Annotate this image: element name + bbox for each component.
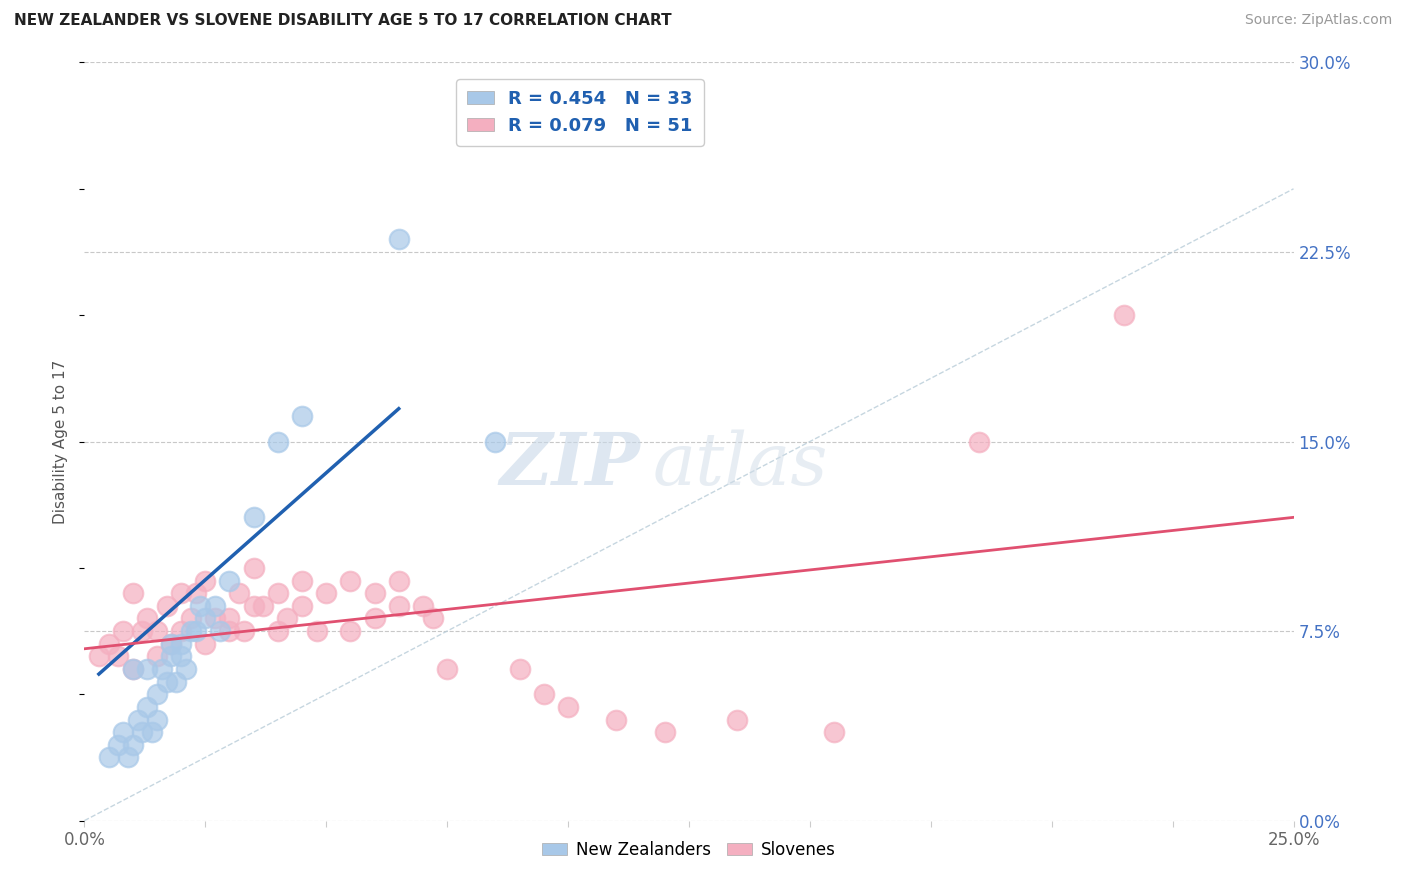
Point [218, 624, 240, 639]
Text: Source: ZipAtlas.com: Source: ZipAtlas.com [1244, 13, 1392, 28]
Point [267, 434, 290, 449]
Point [131, 624, 153, 639]
Point [422, 611, 444, 625]
Point [107, 649, 129, 664]
Point [291, 574, 314, 588]
Point [484, 434, 506, 449]
Text: atlas: atlas [652, 429, 828, 500]
Point [136, 611, 159, 625]
Point [228, 586, 250, 600]
Point [363, 611, 385, 625]
Text: ZIP: ZIP [499, 429, 641, 500]
Point [194, 637, 217, 651]
Point [160, 637, 183, 651]
Point [155, 674, 177, 689]
Point [136, 699, 159, 714]
Point [557, 699, 579, 714]
Point [155, 599, 177, 613]
Point [291, 599, 314, 613]
Point [388, 574, 411, 588]
Point [242, 510, 264, 524]
Point [654, 725, 676, 739]
Point [363, 586, 385, 600]
Point [170, 649, 193, 664]
Point [252, 599, 274, 613]
Point [150, 662, 173, 676]
Point [190, 599, 212, 613]
Point [160, 637, 183, 651]
Point [184, 624, 207, 639]
Point [339, 624, 361, 639]
Point [117, 750, 139, 764]
Point [121, 662, 143, 676]
Point [121, 662, 143, 676]
Point [412, 599, 434, 613]
Point [388, 232, 411, 246]
Point [194, 611, 217, 625]
Point [242, 599, 264, 613]
Point [146, 713, 169, 727]
Point [725, 713, 748, 727]
Point [170, 637, 193, 651]
Point [276, 611, 298, 625]
Point [107, 738, 129, 752]
Point [194, 574, 217, 588]
Point [605, 713, 627, 727]
Point [165, 674, 187, 689]
Point [112, 725, 135, 739]
Point [339, 574, 361, 588]
Legend: New Zealanders, Slovenes: New Zealanders, Slovenes [536, 834, 842, 865]
Point [174, 662, 197, 676]
Point [112, 624, 135, 639]
Point [823, 725, 845, 739]
Point [509, 662, 531, 676]
Point [242, 561, 264, 575]
Point [131, 725, 153, 739]
Point [267, 624, 290, 639]
Point [121, 738, 143, 752]
Point [305, 624, 328, 639]
Y-axis label: Disability Age 5 to 17: Disability Age 5 to 17 [53, 359, 69, 524]
Point [291, 409, 314, 424]
Point [533, 687, 555, 701]
Point [160, 649, 183, 664]
Point [170, 586, 193, 600]
Point [97, 750, 120, 764]
Point [141, 725, 163, 739]
Point [184, 586, 207, 600]
Point [146, 624, 169, 639]
Point [87, 649, 110, 664]
Point [180, 624, 202, 639]
Point [388, 599, 411, 613]
Point [127, 713, 149, 727]
Point [208, 624, 231, 639]
Point [967, 434, 990, 449]
Point [436, 662, 458, 676]
Point [218, 574, 240, 588]
Point [315, 586, 337, 600]
Point [204, 599, 226, 613]
Point [218, 611, 240, 625]
Point [146, 649, 169, 664]
Text: NEW ZEALANDER VS SLOVENE DISABILITY AGE 5 TO 17 CORRELATION CHART: NEW ZEALANDER VS SLOVENE DISABILITY AGE … [14, 13, 672, 29]
Point [146, 687, 169, 701]
Point [136, 662, 159, 676]
Point [233, 624, 256, 639]
Point [170, 624, 193, 639]
Point [180, 611, 202, 625]
Point [97, 637, 120, 651]
Point [204, 611, 226, 625]
Point [121, 586, 143, 600]
Point [1114, 308, 1136, 322]
Point [267, 586, 290, 600]
